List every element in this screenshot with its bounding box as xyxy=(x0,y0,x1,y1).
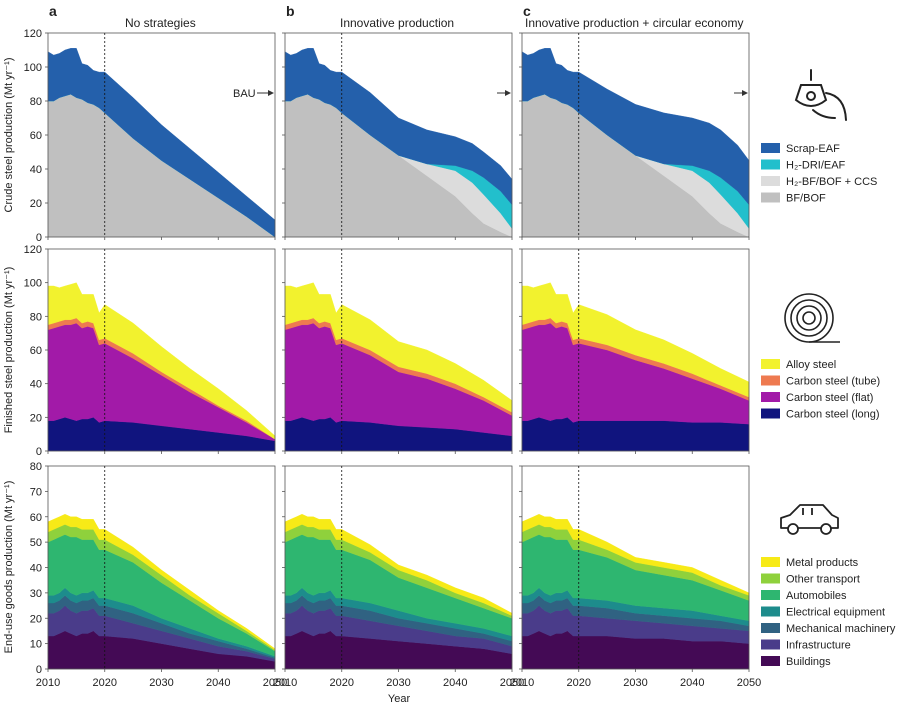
y-tick-label: 0 xyxy=(36,446,42,458)
legend-swatch xyxy=(761,590,780,600)
panel-title-b: Innovative production xyxy=(340,16,454,30)
legend-swatch xyxy=(761,656,780,666)
legend-label: Carbon steel (flat) xyxy=(786,392,873,404)
legend-label: Alloy steel xyxy=(786,359,836,371)
y-tick-label: 80 xyxy=(30,311,42,323)
x-tick-label: 2040 xyxy=(680,677,704,689)
legend-swatch xyxy=(761,176,780,186)
legend-swatch xyxy=(761,192,780,203)
y-tick-label: 60 xyxy=(30,130,42,142)
legend-swatch xyxy=(761,375,780,386)
legend-label: Automobiles xyxy=(786,590,847,602)
legend-label: Scrap-EAF xyxy=(786,143,840,155)
y-tick-label: 20 xyxy=(30,198,42,210)
area-crude-p0-s0 xyxy=(47,93,276,238)
ladle-icon xyxy=(794,69,847,121)
x-tick-label: 2020 xyxy=(330,677,354,689)
y-tick-label: 0 xyxy=(36,232,42,244)
legend-label: H₂-DRI/EAF xyxy=(786,160,846,172)
y-tick-label: 30 xyxy=(30,588,42,600)
y-tick-label: 70 xyxy=(30,486,42,498)
y-tick-label: 80 xyxy=(30,96,42,108)
y-tick-label: 50 xyxy=(30,537,42,549)
y-tick-label: 120 xyxy=(24,28,42,40)
legend-label: Carbon steel (tube) xyxy=(786,376,880,388)
x-tick-label: 2050 xyxy=(500,677,524,689)
x-tick-label: 2040 xyxy=(443,677,467,689)
legend-label: Mechanical machinery xyxy=(786,623,896,635)
legend-label: Other transport xyxy=(786,574,860,586)
x-tick-label: 2020 xyxy=(93,677,117,689)
legend-swatch xyxy=(761,143,780,153)
plot-area xyxy=(47,32,750,670)
x-axis-label: Year xyxy=(388,693,411,705)
legend-label: H₂-BF/BOF + CCS xyxy=(786,176,877,188)
bau-label: BAU xyxy=(233,88,256,100)
x-tick-label: 2030 xyxy=(149,677,173,689)
x-tick-label: 2030 xyxy=(623,677,647,689)
x-tick-label: 2010 xyxy=(36,677,60,689)
y-tick-label: 100 xyxy=(24,278,42,290)
legend-label: Carbon steel (long) xyxy=(786,409,880,421)
legend-swatch xyxy=(761,392,780,402)
legend-swatch xyxy=(761,623,780,633)
panel-letter-c: c xyxy=(523,3,531,19)
legend-swatch xyxy=(761,639,780,650)
bau-arrow-c xyxy=(734,90,748,96)
x-tick-label: 2030 xyxy=(386,677,410,689)
legend-swatch xyxy=(761,557,780,567)
bau-arrow-b xyxy=(497,90,511,96)
legend-swatch xyxy=(761,359,780,369)
y-tick-label: 40 xyxy=(30,379,42,391)
panel-title-c: Innovative production + circular economy xyxy=(525,16,743,30)
legend-label: Infrastructure xyxy=(786,640,851,652)
x-tick-label: 2010 xyxy=(510,677,534,689)
legends: Scrap-EAF H₂-DRI/EAF H₂-BF/BOF + CCS BF/BOF… xyxy=(761,143,896,668)
legend-swatch xyxy=(761,573,780,584)
y-tick-label: 10 xyxy=(30,639,42,651)
y-label-enduse: End-use goods production (Mt yr⁻¹) xyxy=(3,481,15,654)
legend-label: Buildings xyxy=(786,656,831,668)
y-tick-label: 40 xyxy=(30,164,42,176)
y-tick-label: 20 xyxy=(30,412,42,424)
legend-label: BF/BOF xyxy=(786,193,826,205)
legend-label: Electrical equipment xyxy=(786,607,885,619)
legend-label: Metal products xyxy=(786,557,859,569)
y-label-finished: Finished steel production (Mt yr⁻¹) xyxy=(3,267,15,434)
panel-letter-a: a xyxy=(49,3,57,19)
panel-letter-b: b xyxy=(286,3,295,19)
bau-arrow xyxy=(257,90,274,96)
y-tick-label: 20 xyxy=(30,613,42,625)
legend-swatch xyxy=(761,408,780,419)
y-tick-label: 80 xyxy=(30,461,42,473)
y-tick-label: 120 xyxy=(24,244,42,256)
x-tick-label: 2010 xyxy=(273,677,297,689)
y-tick-label: 60 xyxy=(30,345,42,357)
legend-swatch xyxy=(761,159,780,170)
y-tick-label: 100 xyxy=(24,62,42,74)
y-tick-label: 40 xyxy=(30,563,42,575)
x-tick-label: 2050 xyxy=(263,677,287,689)
car-icon xyxy=(780,504,839,535)
y-tick-label: 60 xyxy=(30,512,42,524)
x-tick-label: 2040 xyxy=(206,677,230,689)
legend-swatch xyxy=(761,606,780,617)
panel-title-a: No strategies xyxy=(125,16,196,30)
y-tick-label: 0 xyxy=(36,664,42,676)
y-label-crude: Crude steel production (Mt yr⁻¹) xyxy=(3,58,15,213)
steel-coil-icon xyxy=(784,293,840,343)
x-tick-label: 2050 xyxy=(737,677,761,689)
x-tick-label: 2020 xyxy=(567,677,591,689)
axis-ticks: 0204060801001200204060801001200102030405… xyxy=(24,28,762,689)
